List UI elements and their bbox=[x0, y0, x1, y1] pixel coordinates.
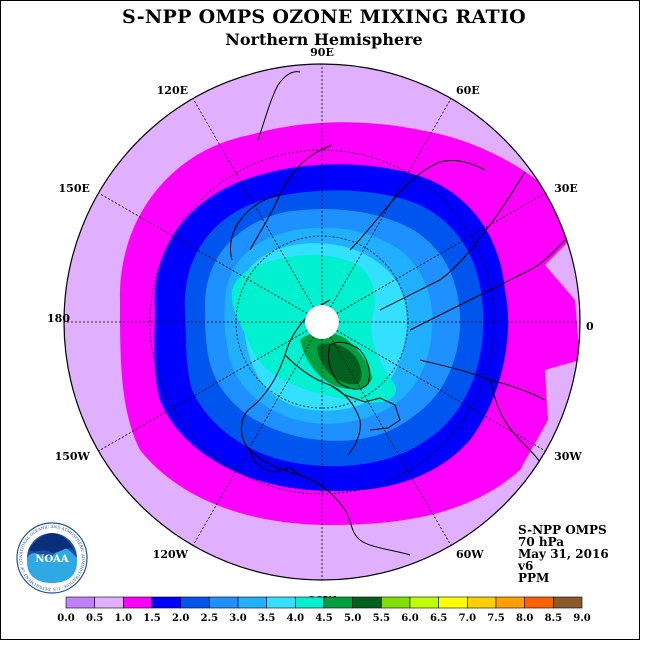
longitude-label: 30E bbox=[554, 182, 578, 195]
colorbar-tick-label: 1.5 bbox=[143, 613, 160, 624]
meridian-line bbox=[336, 330, 546, 452]
colorbar-tick-label: 4.5 bbox=[315, 613, 332, 624]
info-date: May 31, 2016 bbox=[518, 547, 609, 561]
info-instrument: S-NPP OMPS bbox=[518, 523, 607, 537]
colorbar-swatch bbox=[352, 596, 382, 609]
colorbar-swatch bbox=[209, 596, 239, 609]
longitude-label: 120W bbox=[153, 548, 189, 561]
longitude-label: 150W bbox=[55, 450, 91, 463]
meridians bbox=[64, 64, 580, 580]
colorbar-swatch bbox=[151, 596, 181, 609]
colorbar-tick-label: 4.0 bbox=[287, 613, 304, 624]
colorbar-swatch bbox=[323, 596, 353, 609]
colorbar-swatch bbox=[467, 596, 497, 609]
colorbar-tick-label: 6.0 bbox=[401, 613, 418, 624]
colorbar-swatch bbox=[409, 596, 439, 609]
map-title: S-NPP OMPS OZONE MIXING RATIO bbox=[121, 6, 527, 28]
colorbar-swatch bbox=[381, 596, 411, 609]
colorbar-swatch bbox=[524, 596, 554, 609]
colorbar-tick-label: 2.5 bbox=[201, 613, 218, 624]
meridian-line bbox=[192, 336, 314, 546]
info-level: 70 hPa bbox=[518, 535, 565, 549]
map-subtitle: Northern Hemisphere bbox=[225, 30, 423, 49]
longitude-label: 90E bbox=[310, 46, 334, 59]
longitude-label: 120E bbox=[157, 84, 188, 97]
info-version: v6 bbox=[518, 559, 534, 573]
meridian-line bbox=[98, 192, 308, 314]
colorbar-tick-label: 0.5 bbox=[86, 613, 103, 624]
colorbar-tick-label: 5.5 bbox=[373, 613, 390, 624]
colorbar-tick-label: 7.0 bbox=[459, 613, 476, 624]
colorbar-swatch bbox=[553, 596, 583, 609]
meridian-line bbox=[192, 98, 314, 308]
map-boundary bbox=[63, 63, 581, 581]
colorbar-tick-label: 8.0 bbox=[516, 613, 533, 624]
meridian-line bbox=[330, 98, 452, 308]
longitude-label: 0 bbox=[586, 320, 594, 333]
colorbar-tick-label: 1.0 bbox=[115, 613, 132, 624]
meridian-line bbox=[98, 330, 308, 452]
noaa-logo: NOAA NATIONAL OCEANIC AND ATMOSPHERIC AD… bbox=[16, 522, 88, 594]
colorbar-swatch bbox=[438, 596, 468, 609]
colorbar-swatch bbox=[123, 596, 153, 609]
colorbar-swatch bbox=[295, 596, 325, 609]
meridian-line bbox=[336, 192, 546, 314]
colorbar-tick-label: 3.5 bbox=[258, 613, 275, 624]
colorbar-swatch bbox=[495, 596, 525, 609]
coastlines bbox=[229, 71, 566, 556]
colorbar-tick-label: 6.5 bbox=[430, 613, 447, 624]
colorbar-tick-label: 9.0 bbox=[573, 613, 590, 624]
longitude-label: 60E bbox=[456, 84, 480, 97]
longitude-label: 180 bbox=[47, 312, 70, 325]
colorbar-swatch bbox=[266, 596, 296, 609]
colorbar-tick-label: 2.0 bbox=[172, 613, 189, 624]
meridian-line bbox=[330, 336, 452, 546]
colorbar-tick-label: 8.5 bbox=[545, 613, 562, 624]
polar-no-data bbox=[305, 305, 339, 339]
colorbar-tick-label: 7.5 bbox=[487, 613, 504, 624]
colorbar-tick-label: 5.0 bbox=[344, 613, 361, 624]
colorbar-swatch bbox=[94, 596, 124, 609]
colorbar-tick-label: 0.0 bbox=[57, 613, 74, 624]
noaa-logo-text: NOAA bbox=[35, 554, 69, 565]
colorbar-swatch bbox=[237, 596, 267, 609]
colorbar-swatch bbox=[180, 596, 210, 609]
colorbar: 0.0 0.5 1.0 1.5 2.0 2.5 3.0 3.5 4.0 4.5 5.0 5.5 6.0 6… bbox=[57, 596, 591, 624]
colorbar-tick-label: 3.0 bbox=[229, 613, 246, 624]
longitude-label: 30W bbox=[554, 450, 582, 463]
info-block: S-NPP OMPS 70 hPa May 31, 2016 v6 PPM bbox=[518, 524, 609, 584]
longitude-label: 150E bbox=[59, 182, 90, 195]
colorbar-swatch bbox=[65, 596, 95, 609]
info-unit: PPM bbox=[518, 571, 550, 585]
longitude-label: 60W bbox=[456, 548, 484, 561]
